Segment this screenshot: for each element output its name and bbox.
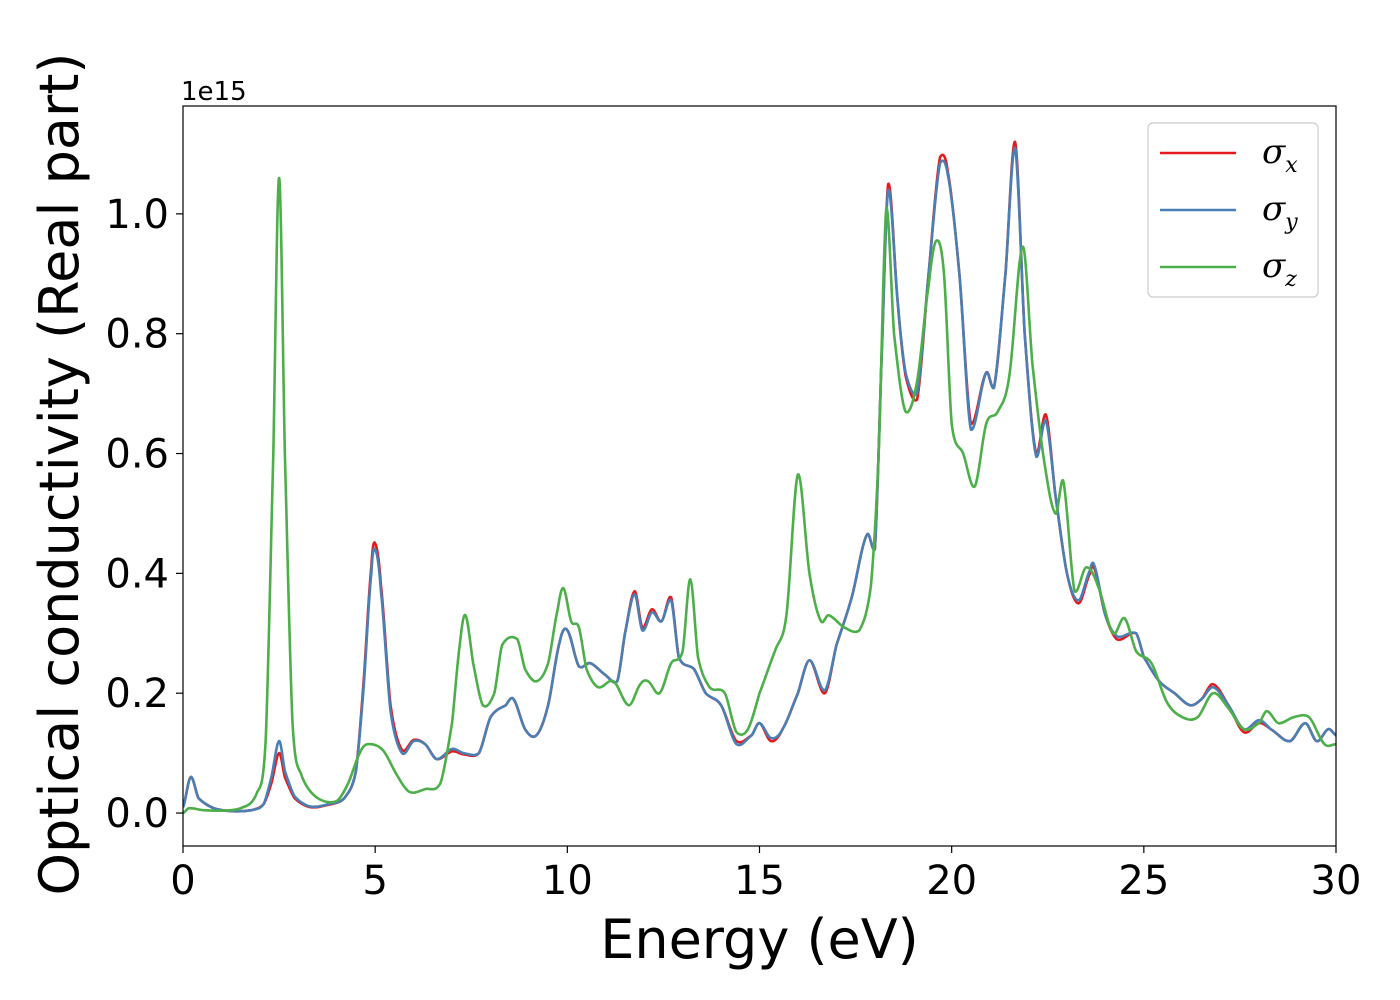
x-axis-label: Energy (eV): [600, 908, 919, 971]
x-tick-label: 15: [734, 858, 785, 904]
x-tick-label: 5: [362, 858, 387, 904]
series-line-y: [183, 146, 1336, 813]
y-tick-label: 0.6: [105, 432, 169, 478]
y-tick-label: 0.0: [105, 791, 169, 837]
legend-label-z: σz: [1262, 246, 1297, 292]
x-tick-label: 0: [170, 858, 195, 904]
series-layer: [183, 140, 1336, 815]
series-line-z: [183, 176, 1336, 815]
x-tick-label: 30: [1311, 858, 1362, 904]
x-tick-label: 25: [1118, 858, 1169, 904]
x-tick-label: 20: [926, 858, 977, 904]
y-tick-label: 0.2: [105, 671, 169, 717]
ticks-layer: 0 5 10 15 20 25 30 0.0 0.2 0.4 0.6 0.8 1.0: [105, 192, 1361, 904]
legend: σx σy σz: [1147, 122, 1319, 298]
y-offset-label: 1e15: [181, 77, 247, 107]
legend-label-y: σy: [1262, 189, 1298, 235]
y-tick-label: 0.8: [105, 312, 169, 358]
y-tick-label: 0.4: [105, 551, 169, 597]
legend-label-x: σx: [1262, 132, 1298, 178]
y-tick-label: 1.0: [105, 192, 169, 238]
x-tick-label: 10: [542, 858, 593, 904]
y-axis-label: Optical conductivity (Real part): [28, 53, 91, 896]
